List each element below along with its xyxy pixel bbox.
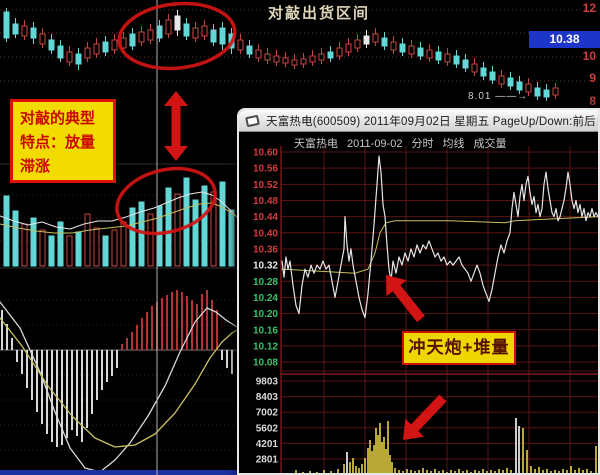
popup-chart-header: 天富热电 2011-09-02 分时 均线 成交量 [294, 135, 515, 151]
volume-ma-line-yellow [0, 202, 238, 234]
price-axis-label: 10.48 [253, 196, 278, 207]
popup-annotations [386, 275, 447, 440]
popup-title: 天富热电(600509) 2011年09月02日 星期五 PageUp/Down… [266, 115, 598, 128]
candlestick-series [3, 8, 559, 101]
popup-header-item[interactable]: 天富热电 [294, 138, 338, 150]
bottom-window-edge [0, 470, 237, 475]
popup-volume-bars [295, 418, 597, 473]
volume-ma-line-white [0, 191, 238, 230]
callout-box-cannon: 冲天炮+堆量 [402, 331, 516, 365]
price-axis-label: 10.32 [253, 261, 278, 272]
price-axis-label: 10.60 [253, 148, 278, 159]
popup-header-item[interactable]: 分时 [411, 138, 434, 150]
red-circle-volume [115, 166, 217, 236]
price-axis-label: 10.20 [253, 309, 278, 320]
right-axis-label: 9 [589, 71, 596, 85]
price-axis-label: 10.16 [253, 325, 278, 336]
popup-titlebar[interactable]: 天富热电(600509) 2011年09月02日 星期五 PageUp/Down… [239, 110, 598, 132]
right-axis-label: 8 [589, 94, 596, 108]
popup-gridlines [280, 146, 598, 473]
current-price-tag: 10.38 [529, 31, 600, 48]
popup-header-item[interactable]: 均线 [442, 138, 465, 150]
red-arrow-to-volume [403, 394, 447, 440]
callout-line: 对敲的典型 [20, 110, 96, 127]
price-line [281, 155, 598, 319]
volume-axis-label: 7002 [256, 408, 279, 419]
low-price-label: 8.01 ——→ [468, 91, 529, 102]
right-axis-label: 10 [582, 49, 596, 63]
hand-drawn-annotations [115, 1, 237, 236]
volume-axis-label: 5602 [256, 423, 279, 434]
volume-axis-label: 8403 [256, 392, 279, 403]
red-double-arrow-down [164, 126, 188, 161]
macd-dea-line [0, 317, 238, 448]
volume-axis-label: 4201 [256, 439, 279, 450]
popup-body: 天富热电 2011-09-02 分时 均线 成交量 10.60 10.56 10.52 10.… [239, 132, 598, 473]
price-axis-label: 10.24 [253, 293, 278, 304]
price-axis-label: 10.36 [253, 244, 278, 255]
macd-dif-line [0, 301, 238, 473]
price-axis-label: 10.08 [253, 358, 278, 369]
price-axis-label: 10.40 [253, 228, 278, 239]
macd-series [0, 290, 240, 447]
price-axis-label: 10.44 [253, 212, 278, 223]
intraday-chart: 10.60 10.56 10.52 10.48 10.44 10.40 10.36 10.32… [253, 146, 598, 473]
popup-header-item[interactable]: 成交量 [473, 138, 507, 150]
price-axis-label: 10.56 [253, 164, 278, 175]
price-axis-label: 10.28 [253, 277, 278, 288]
callout-line: 特点：放量 [20, 134, 96, 151]
window-icon [245, 114, 260, 127]
price-axis-label: 10.12 [253, 341, 278, 352]
volume-bar-series [3, 177, 235, 267]
popup-axis-labels: 10.60 10.56 10.52 10.48 10.44 10.40 10.36 10.32… [253, 148, 278, 466]
red-circle-price [117, 1, 237, 71]
callout-line: 滞涨 [20, 158, 51, 175]
chart-region-title: 对敲出货区间 [268, 5, 371, 22]
red-double-arrow-up [164, 91, 188, 126]
popup-window: 天富热电(600509) 2011年09月02日 星期五 PageUp/Down… [237, 108, 600, 475]
right-axis-label: 12 [582, 1, 596, 15]
volume-axis-label: 2801 [256, 455, 279, 466]
popup-header-item[interactable]: 2011-09-02 [347, 138, 403, 150]
callout-box-wash-trading: 对敲的典型 特点：放量 滞涨 [10, 99, 116, 183]
red-arrow-to-spike [386, 275, 425, 323]
volume-axis-label: 9803 [256, 377, 279, 388]
price-axis-label: 10.52 [253, 180, 278, 191]
